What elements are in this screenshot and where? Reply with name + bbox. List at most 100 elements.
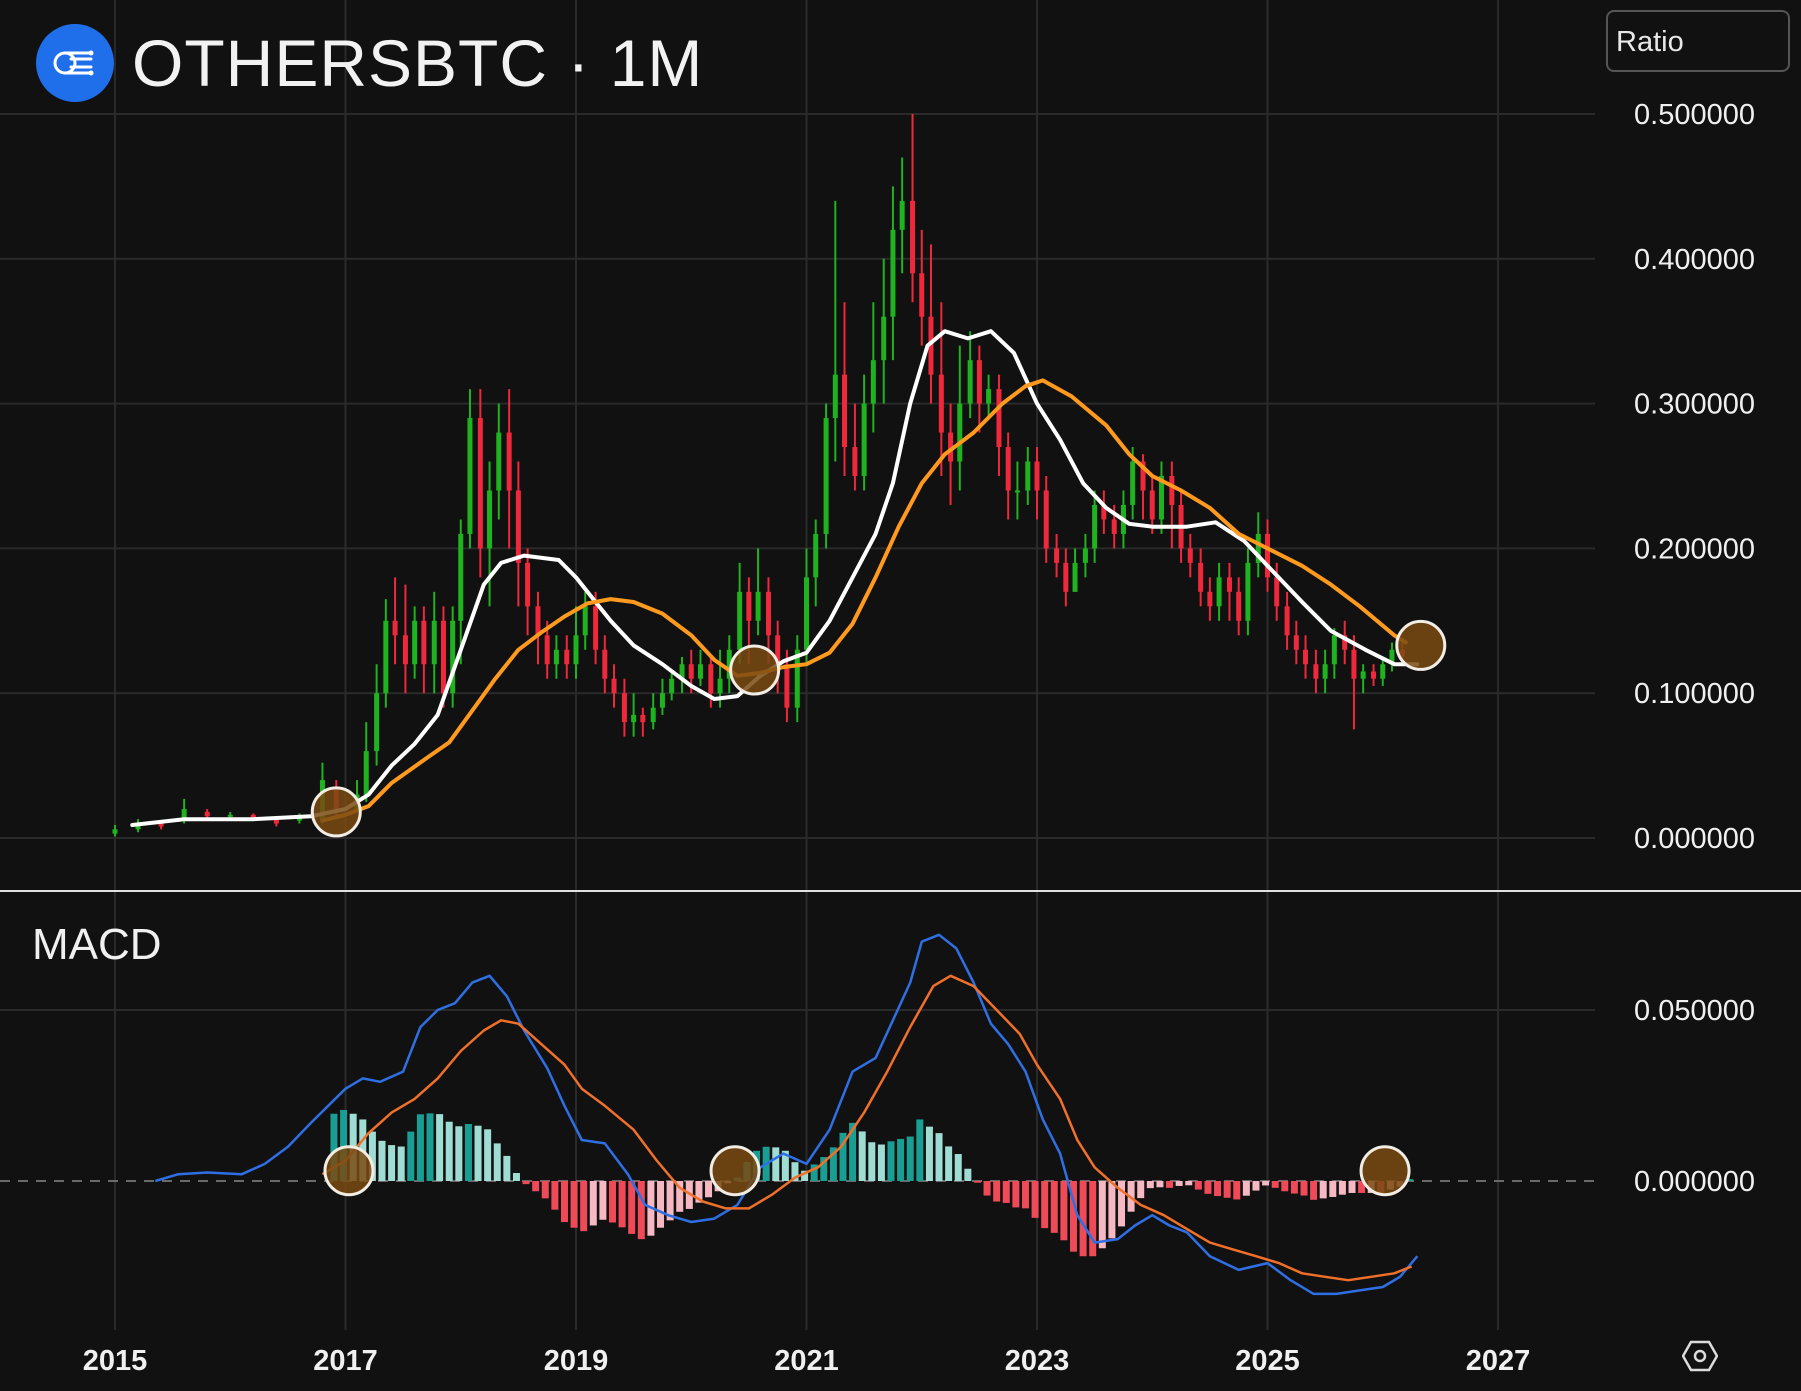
candle-body xyxy=(755,591,761,621)
candle-up xyxy=(697,649,703,686)
candle-up xyxy=(737,562,743,665)
histogram-bar xyxy=(916,1119,924,1181)
histogram-bar xyxy=(637,1181,645,1240)
histogram-bar xyxy=(330,1113,338,1181)
candle-down xyxy=(564,635,570,679)
histogram-bar xyxy=(1031,1181,1039,1218)
candle-down xyxy=(440,606,446,708)
candle-up xyxy=(881,258,887,404)
histogram-bar xyxy=(340,1109,348,1181)
histogram-bar xyxy=(676,1181,684,1212)
candle-body xyxy=(564,649,570,665)
histogram-bar xyxy=(1204,1181,1212,1194)
candle-body xyxy=(1187,548,1193,563)
histogram-bar xyxy=(1319,1181,1327,1199)
candle-body xyxy=(861,403,867,476)
histogram-bar xyxy=(580,1181,588,1232)
candle-up xyxy=(431,591,437,694)
candle-down xyxy=(421,606,427,694)
macd-tick-label: 0.050000 xyxy=(1634,995,1755,1027)
candle-body xyxy=(1072,562,1078,592)
chart-title: OTHERSBTC · 1M xyxy=(132,25,703,101)
candle-body xyxy=(832,374,838,419)
candle-body xyxy=(1255,533,1261,563)
candle-body xyxy=(794,649,800,708)
candle-body xyxy=(1274,577,1280,607)
candle-body xyxy=(1082,548,1088,563)
candle-up xyxy=(1322,649,1328,694)
histogram-bar xyxy=(1242,1181,1250,1196)
highlight-markers xyxy=(310,619,1447,1197)
candle-down xyxy=(392,577,398,665)
candle-body xyxy=(593,606,599,650)
candle-body xyxy=(948,432,954,462)
histogram-bar xyxy=(868,1142,876,1181)
x-tick-label: 2019 xyxy=(544,1345,609,1377)
candle-up xyxy=(631,693,637,737)
candle-body xyxy=(383,620,389,694)
histogram-bar xyxy=(378,1140,386,1181)
candle-up xyxy=(659,678,665,715)
y-tick-label: 0.500000 xyxy=(1634,99,1755,131)
candle-body xyxy=(852,447,858,476)
histogram-bar xyxy=(1166,1181,1174,1188)
histogram-bar xyxy=(608,1181,616,1223)
candle-down xyxy=(1043,476,1049,563)
symbol-header: OTHERSBTC · 1M xyxy=(36,24,703,102)
symbol-name: OTHERSBTC xyxy=(132,26,549,100)
candle-body xyxy=(717,678,723,694)
interval-label[interactable]: 1M xyxy=(609,26,704,100)
candle-body xyxy=(602,649,608,679)
candle-body xyxy=(1351,649,1357,679)
histogram-bar xyxy=(493,1143,501,1181)
candle-up xyxy=(553,635,559,679)
histogram-bar xyxy=(1214,1181,1222,1197)
candle-up xyxy=(412,606,418,679)
candle-down xyxy=(1101,490,1107,534)
candle-body xyxy=(1111,519,1117,534)
candle-down xyxy=(1226,562,1232,621)
macd-pane-label: MACD xyxy=(32,920,162,969)
histogram-bar xyxy=(705,1181,713,1198)
candle-body xyxy=(1389,649,1395,665)
candle-down xyxy=(1063,548,1069,607)
candle-up xyxy=(1331,628,1337,679)
histogram-bar xyxy=(1185,1181,1193,1186)
macd-highlight-circle xyxy=(709,1145,761,1197)
candle-up xyxy=(650,693,656,730)
candle-down xyxy=(1265,519,1270,592)
candle-body xyxy=(611,678,617,694)
histogram-bar xyxy=(945,1146,953,1181)
candle-up xyxy=(861,374,867,491)
candle-body xyxy=(765,591,771,636)
histogram-bar xyxy=(657,1181,665,1228)
candle-body xyxy=(1236,591,1242,621)
histogram-bar xyxy=(810,1164,818,1181)
histogram-bar xyxy=(512,1173,520,1181)
x-tick-label: 2015 xyxy=(83,1345,148,1377)
candle-up xyxy=(899,157,905,274)
settings-icon[interactable] xyxy=(1681,1338,1719,1374)
histogram-bar xyxy=(1137,1181,1145,1199)
histogram-bar xyxy=(532,1181,540,1192)
histogram-bar xyxy=(397,1146,405,1181)
candle-body xyxy=(112,829,118,834)
price-scale-mode-button[interactable]: Ratio xyxy=(1606,10,1790,72)
x-tick-label: 2017 xyxy=(313,1345,378,1377)
candle-body xyxy=(1092,504,1098,549)
histogram-bar xyxy=(1329,1181,1337,1197)
candle-up xyxy=(1014,461,1020,520)
candle-up xyxy=(813,519,819,607)
histogram-bar xyxy=(935,1133,943,1181)
histogram-bar xyxy=(1310,1181,1318,1200)
candle-body xyxy=(881,316,887,361)
candle-up xyxy=(1082,533,1088,578)
candle-down xyxy=(919,229,925,346)
candle-down xyxy=(1293,620,1299,665)
histogram-bar xyxy=(695,1181,703,1203)
candle-body xyxy=(842,374,848,448)
candle-down xyxy=(775,620,781,694)
candle-body xyxy=(273,819,279,824)
candle-body xyxy=(1226,577,1232,592)
